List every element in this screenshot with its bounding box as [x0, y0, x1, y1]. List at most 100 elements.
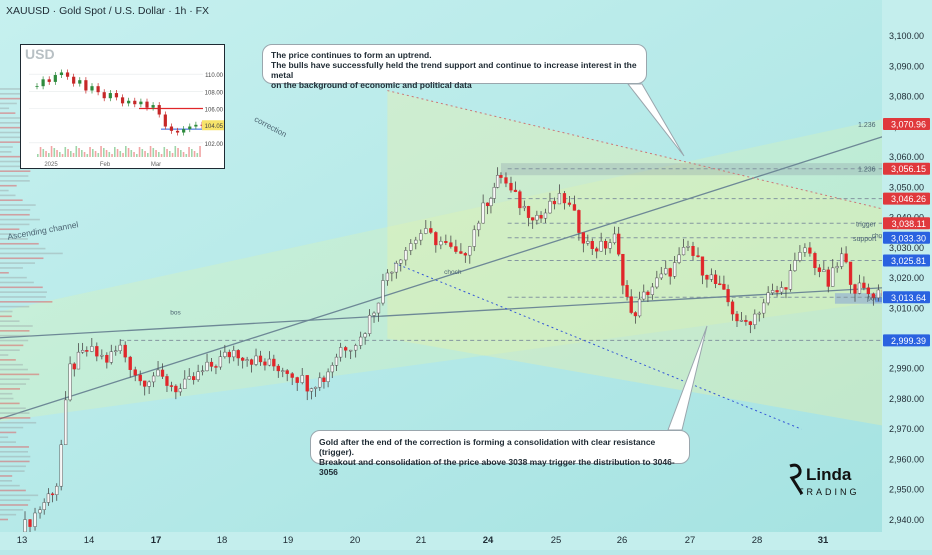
- volume-profile-bar: [0, 277, 27, 279]
- inset-volume-bar: [139, 147, 141, 157]
- volume-profile-bar: [0, 253, 63, 255]
- inset-volume-bar: [158, 152, 160, 157]
- candle-body: [798, 252, 801, 260]
- volume-profile-bar: [0, 364, 23, 366]
- candle-body: [318, 378, 321, 387]
- candle-body: [206, 362, 209, 371]
- candle-body: [166, 376, 169, 385]
- volume-profile-bar: [0, 514, 16, 516]
- candle-body: [429, 228, 432, 232]
- bottom-callout-line-1: Gold after the end of the correction is …: [319, 437, 681, 457]
- candle-body: [344, 347, 347, 350]
- inset-candle-body: [164, 115, 167, 127]
- candle-body: [359, 337, 362, 345]
- candle-body: [157, 370, 160, 376]
- candle-body: [804, 248, 807, 253]
- volume-profile-bar: [0, 388, 20, 390]
- candle-body: [277, 366, 280, 371]
- candle-body: [464, 253, 467, 255]
- top-callout: The price continues to form an uptrend. …: [262, 44, 647, 84]
- candle-body: [310, 389, 313, 392]
- inset-candle-body: [72, 77, 75, 84]
- inset-candle-body: [103, 92, 106, 98]
- candle-body: [60, 445, 63, 486]
- candle-body: [669, 268, 672, 276]
- inset-volume-bar: [45, 151, 47, 157]
- candle-body: [621, 254, 624, 285]
- volume-profile-bar: [0, 306, 29, 308]
- logo-bottom-text: TRADING: [798, 487, 860, 497]
- price-tag-label: 3,038.11: [892, 219, 926, 229]
- candle-body: [201, 371, 204, 372]
- candle-body: [776, 290, 779, 292]
- candle-body: [197, 372, 200, 380]
- inset-y-tick: 108.00: [205, 90, 224, 96]
- candle-body: [723, 284, 726, 289]
- candle-body: [232, 350, 235, 357]
- inset-volume-bar: [120, 151, 122, 157]
- candle-body: [139, 375, 142, 381]
- candle-body: [81, 350, 84, 352]
- inset-candle-body: [97, 86, 100, 92]
- candle-body: [291, 374, 294, 378]
- candle-body: [493, 187, 496, 198]
- volume-profile-bar: [0, 112, 15, 114]
- price-tag-label: 3,070.96: [891, 119, 926, 129]
- candle-body: [626, 285, 629, 296]
- volume-profile-bar: [0, 224, 29, 226]
- candle-body: [660, 274, 663, 278]
- candle-body: [697, 256, 700, 257]
- volume-profile-bar: [0, 412, 29, 414]
- x-tick-label: 21: [416, 535, 427, 546]
- x-tick-label: 28: [752, 535, 763, 546]
- inset-volume-bar: [155, 150, 157, 157]
- y-tick-label: 3,090.00: [889, 61, 924, 71]
- inset-candle-body: [133, 101, 136, 104]
- inset-volume-bar: [131, 150, 133, 157]
- candle-body: [836, 266, 839, 267]
- volume-profile-bar: [0, 456, 30, 458]
- candle-body: [368, 315, 371, 333]
- volume-profile-bar: [0, 499, 30, 501]
- candle-body: [55, 486, 58, 495]
- bottom-callout-line-2: Breakout and consolidation of the price …: [319, 457, 681, 477]
- candle-body: [192, 376, 195, 379]
- volume-profile-bar: [0, 204, 36, 206]
- volume-profile-bar: [0, 311, 12, 313]
- inset-volume-bar: [180, 150, 182, 157]
- candle-body: [604, 241, 607, 248]
- volume-profile-bar: [0, 185, 17, 187]
- inset-volume-bar: [76, 146, 78, 157]
- inset-volume-bar: [133, 152, 135, 157]
- volume-profile-bar: [0, 519, 8, 521]
- candle-body: [124, 345, 127, 357]
- volume-profile-bar: [0, 146, 13, 148]
- candle-body: [439, 241, 442, 245]
- candle-body: [134, 370, 137, 375]
- candle-body: [174, 386, 177, 392]
- inset-volume-bar: [147, 153, 149, 157]
- candle-body: [762, 303, 765, 313]
- candle-body: [510, 183, 513, 190]
- inset-candle-body: [60, 72, 63, 75]
- y-tick-label: 3,030.00: [889, 243, 924, 253]
- inset-volume-bar: [172, 153, 174, 157]
- inset-volume-bar: [70, 151, 72, 157]
- candle-body: [854, 285, 857, 294]
- candle-body: [395, 263, 398, 272]
- inset-volume-bar: [153, 148, 155, 157]
- x-tick-label: 13: [17, 535, 28, 546]
- candle-body: [858, 283, 861, 293]
- volume-profile-bar: [0, 407, 26, 409]
- inset-y-tick: 110.00: [205, 73, 224, 79]
- volume-profile-bar: [0, 301, 52, 303]
- candle-body: [553, 201, 556, 204]
- x-tick-label: 17: [151, 535, 162, 546]
- candle-body: [179, 389, 182, 392]
- candle-body: [143, 381, 146, 386]
- candle-body: [845, 254, 848, 262]
- candle-body: [382, 281, 385, 304]
- inset-label: USD: [25, 46, 55, 62]
- inset-volume-bar: [194, 151, 196, 157]
- inset-volume-bar: [98, 153, 100, 157]
